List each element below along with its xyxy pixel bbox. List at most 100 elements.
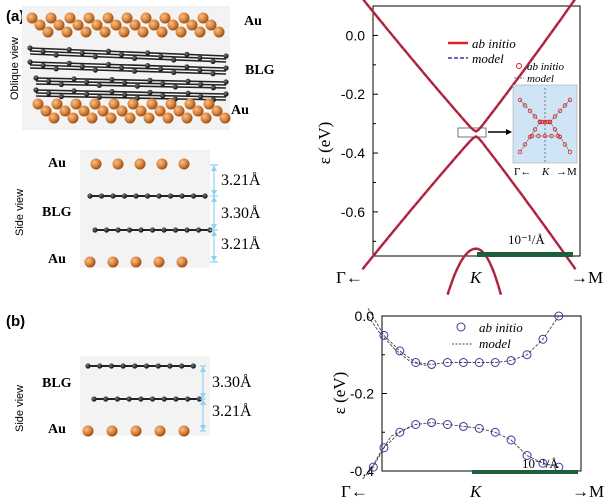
- au-atom: [118, 26, 130, 38]
- inset-point: [532, 127, 538, 132]
- chart-a-scale-label: 10⁻¹/Å: [508, 232, 545, 247]
- inset-point: [532, 114, 538, 119]
- carbon-atom: [179, 193, 185, 199]
- carbon-atom: [27, 59, 33, 65]
- carbon-atom: [167, 193, 174, 199]
- inset-point: [552, 127, 558, 132]
- inset-point: [547, 119, 553, 125]
- au-atom: [205, 19, 217, 31]
- au-atom: [159, 12, 171, 24]
- ab-initio-point: [474, 358, 484, 367]
- au-atom: [140, 12, 152, 24]
- au-atom: [86, 112, 98, 124]
- au-atom: [213, 26, 225, 38]
- graphene-bond: [29, 61, 227, 69]
- au-atom: [34, 19, 46, 31]
- carbon-atom: [97, 363, 103, 369]
- ytick-label: 0.0: [355, 308, 375, 324]
- au-bottom-atoms: [32, 98, 231, 124]
- carbon-atom: [210, 58, 216, 65]
- carbon-atom: [66, 60, 72, 66]
- band-model: [362, 135, 576, 270]
- graphene-bond: [29, 67, 227, 75]
- legend-b-model: model: [479, 336, 511, 351]
- carbon-atom: [172, 84, 178, 90]
- side-view-a-atoms: [84, 158, 213, 268]
- carbon-atom: [114, 396, 120, 402]
- model-lower-band: [362, 422, 559, 480]
- inset-x-gamma: Γ←: [514, 166, 531, 178]
- carbon-atom: [196, 396, 202, 402]
- au-atom: [134, 158, 146, 170]
- graphene-bond: [29, 64, 227, 72]
- carbon-atom: [184, 51, 190, 58]
- carbon-atom: [145, 50, 151, 56]
- graphene-bond: [35, 77, 227, 83]
- au-atom: [26, 12, 38, 24]
- carbon-atom: [96, 94, 102, 100]
- carbon-atom: [179, 363, 185, 369]
- b-distance-3-21: 3.21Å: [212, 403, 252, 420]
- carbon-atom: [190, 363, 196, 369]
- carbon-atom: [66, 47, 72, 53]
- carbon-atom: [223, 53, 229, 59]
- ytick-label: -0.4: [341, 145, 365, 161]
- au-atom: [89, 98, 101, 110]
- au-atom: [175, 26, 187, 38]
- chart-b-x-gamma: Γ←: [341, 482, 368, 501]
- blg-oblique-layers: [27, 45, 229, 103]
- au-atom: [200, 112, 212, 124]
- au-atom: [130, 256, 142, 268]
- au-atom: [178, 425, 190, 437]
- carbon-atom: [147, 77, 153, 83]
- carbon-atom: [103, 227, 110, 233]
- carbon-atom: [171, 69, 177, 75]
- carbon-atom: [223, 79, 229, 85]
- carbon-atom: [121, 193, 128, 199]
- band-model: [362, 0, 576, 132]
- carbon-atom: [40, 62, 46, 68]
- au-atom: [64, 12, 76, 24]
- carbon-atom: [58, 81, 64, 88]
- au-atom: [72, 19, 84, 31]
- au-atom: [90, 158, 102, 170]
- au-atom: [129, 19, 141, 31]
- carbon-atom: [126, 227, 133, 233]
- inset-point: [529, 133, 535, 139]
- carbon-atom: [197, 67, 203, 73]
- au-atom: [78, 105, 90, 117]
- inset-point: [552, 114, 558, 119]
- legend-a-ab-initio: ab initio: [472, 36, 516, 51]
- ytick-label: 0.0: [346, 27, 366, 43]
- carbon-atom: [160, 93, 166, 99]
- carbon-atom: [92, 67, 98, 73]
- chart-b-x-k: K: [469, 482, 483, 501]
- carbon-atom: [133, 193, 139, 199]
- inset-point: [542, 119, 548, 125]
- chart-a-x-m: →M: [571, 268, 603, 287]
- carbon-atom: [85, 363, 91, 369]
- au-atom: [184, 98, 196, 110]
- carbon-atom: [202, 193, 208, 199]
- au-atom: [178, 158, 190, 170]
- inset-point: [542, 133, 548, 139]
- carbon-atom: [185, 90, 191, 96]
- carbon-atom: [27, 45, 33, 51]
- au-atom: [106, 425, 118, 437]
- ab-initio-point: [368, 462, 378, 472]
- inset-point: [567, 149, 573, 155]
- ab-initio-point: [379, 330, 389, 340]
- carbon-atom: [79, 64, 85, 70]
- carbon-atom: [71, 76, 77, 82]
- carbon-atom: [131, 55, 138, 61]
- ytick-label: -0.6: [341, 204, 365, 220]
- inset-model-line: [519, 99, 541, 123]
- legend-a-model: model: [472, 51, 504, 66]
- band-lower-model: [447, 248, 502, 295]
- b-au-label: Au: [48, 422, 66, 437]
- side-view-b-atoms: [82, 363, 202, 437]
- carbon-atom: [115, 227, 121, 233]
- au-atom: [156, 158, 168, 170]
- model-upper-band: [367, 308, 560, 365]
